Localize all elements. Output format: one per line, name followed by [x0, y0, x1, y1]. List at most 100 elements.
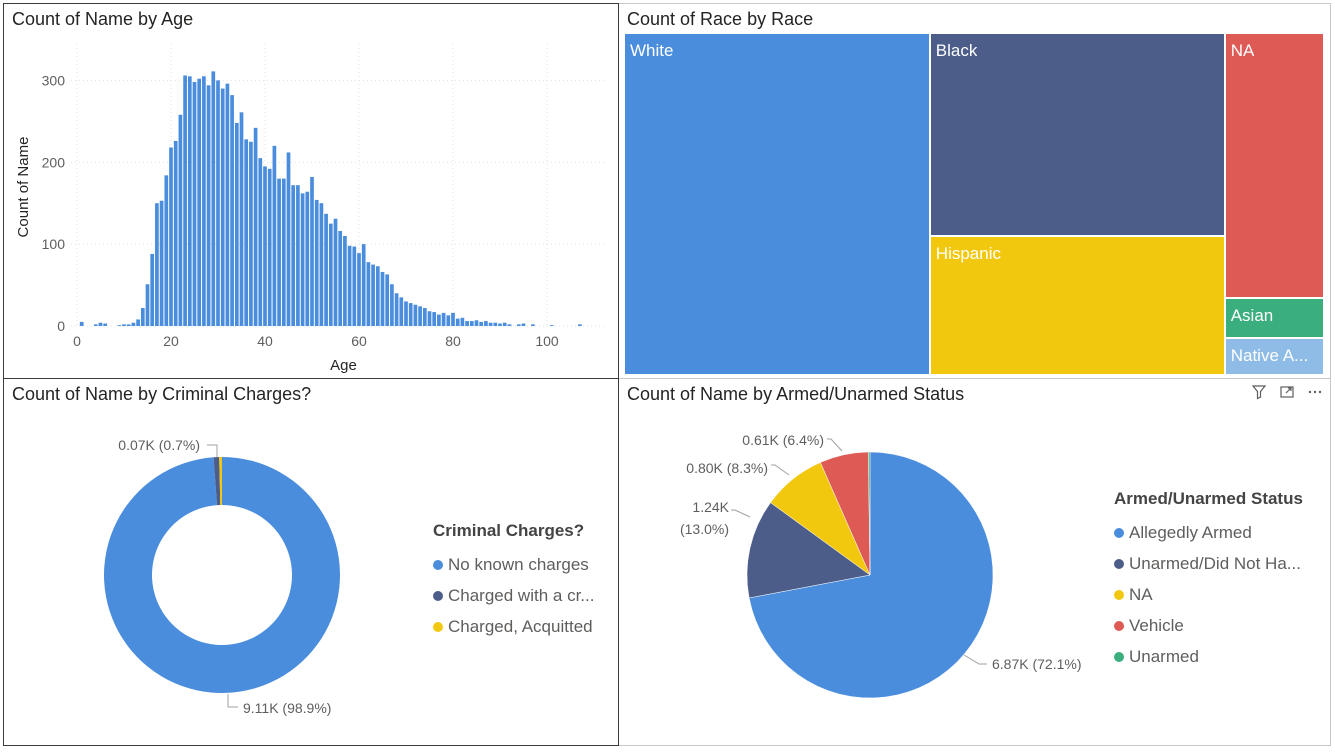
- histogram-bar[interactable]: [493, 322, 498, 326]
- histogram-bar[interactable]: [328, 223, 333, 326]
- histogram-bar[interactable]: [249, 141, 253, 326]
- legend-item-no-known-charges[interactable]: No known charges: [433, 549, 594, 580]
- age-histogram-chart[interactable]: 0 20 40 60 80 100 0 100 200 300 Age Count of Name: [4, 4, 618, 376]
- treemap-tile-white[interactable]: White: [625, 34, 931, 376]
- treemap-tile-asian[interactable]: Asian: [1225, 298, 1325, 339]
- histogram-bar[interactable]: [277, 178, 281, 326]
- histogram-bar[interactable]: [413, 304, 418, 326]
- histogram-bar[interactable]: [549, 325, 554, 326]
- histogram-bar[interactable]: [234, 122, 239, 326]
- donut-slice-charged-acquitted[interactable]: [219, 457, 222, 506]
- histogram-bar[interactable]: [220, 88, 225, 326]
- histogram-bar[interactable]: [258, 158, 263, 326]
- histogram-bar[interactable]: [197, 78, 202, 326]
- histogram-bar[interactable]: [460, 317, 465, 326]
- histogram-bar[interactable]: [375, 266, 380, 326]
- histogram-bar[interactable]: [244, 139, 249, 326]
- histogram-bar[interactable]: [216, 80, 220, 326]
- histogram-bar[interactable]: [347, 245, 352, 326]
- histogram-bar[interactable]: [187, 76, 192, 326]
- pie-slice-unarmed[interactable]: [868, 451, 871, 576]
- focus-mode-icon[interactable]: [1278, 383, 1296, 401]
- treemap-tile-hispanic[interactable]: Hispanic: [930, 236, 1226, 376]
- donut-slice-no-known-charges[interactable]: [104, 457, 340, 693]
- histogram-bar[interactable]: [394, 293, 399, 326]
- histogram-bar[interactable]: [324, 213, 328, 326]
- histogram-bar[interactable]: [291, 185, 296, 326]
- histogram-bar[interactable]: [352, 246, 357, 326]
- histogram-bar[interactable]: [422, 307, 427, 326]
- histogram-bar[interactable]: [202, 76, 206, 326]
- histogram-bar[interactable]: [183, 75, 187, 327]
- histogram-bar[interactable]: [399, 297, 404, 326]
- histogram-bar[interactable]: [253, 127, 258, 326]
- histogram-bar[interactable]: [502, 322, 507, 326]
- pie-slice-unarmed-did-not-ha[interactable]: [746, 502, 871, 599]
- histogram-bar[interactable]: [474, 320, 479, 326]
- histogram-bar[interactable]: [300, 193, 305, 326]
- histogram-bar[interactable]: [465, 321, 469, 326]
- histogram-bar[interactable]: [385, 274, 390, 326]
- histogram-bar[interactable]: [507, 324, 512, 326]
- legend-item-charged-acquitted[interactable]: Charged, Acquitted: [433, 611, 594, 642]
- treemap-tile-black[interactable]: Black: [930, 34, 1226, 237]
- histogram-bar[interactable]: [136, 319, 140, 326]
- histogram-bar[interactable]: [380, 271, 385, 326]
- histogram-bar[interactable]: [150, 253, 155, 326]
- legend-item-unarmed[interactable]: Unarmed: [1114, 641, 1303, 672]
- armed-status-pie-chart[interactable]: 0.61K (6.4%) 0.80K (8.3%) 1.24K (13.0%) 6.87…: [619, 379, 1109, 739]
- criminal-charges-donut-chart[interactable]: 0.07K (0.7%) 9.11K (98.9%): [4, 379, 424, 739]
- histogram-bar[interactable]: [93, 324, 98, 326]
- histogram-bar[interactable]: [267, 168, 272, 326]
- pie-slice-allegedly-armed[interactable]: [748, 451, 994, 699]
- histogram-bar[interactable]: [484, 321, 488, 326]
- histogram-bar[interactable]: [516, 324, 521, 326]
- histogram-bar[interactable]: [79, 321, 84, 326]
- histogram-bar[interactable]: [131, 322, 136, 326]
- race-treemap-chart[interactable]: White Black Hispanic NA Asian Native A...: [625, 34, 1325, 376]
- legend-item-na[interactable]: NA: [1114, 579, 1303, 610]
- criminal-charges-donut-tile[interactable]: Count of Name by Criminal Charges? 0.07K…: [3, 379, 619, 746]
- histogram-bar[interactable]: [371, 264, 375, 326]
- histogram-bar[interactable]: [117, 325, 122, 326]
- histogram-bar[interactable]: [178, 114, 183, 326]
- legend-item-charged-with-crime[interactable]: Charged with a cr...: [433, 580, 594, 611]
- histogram-bar[interactable]: [408, 303, 413, 326]
- histogram-bar[interactable]: [314, 199, 319, 326]
- histogram-bar[interactable]: [333, 218, 338, 326]
- histogram-bar[interactable]: [206, 85, 211, 326]
- race-treemap-tile[interactable]: Count of Race by Race White Black Hispanic…: [619, 3, 1331, 379]
- more-options-icon[interactable]: [1306, 383, 1324, 401]
- histogram-bar[interactable]: [338, 231, 343, 326]
- histogram-bar[interactable]: [531, 324, 535, 326]
- histogram-bar[interactable]: [521, 323, 526, 326]
- histogram-bar[interactable]: [272, 145, 277, 326]
- histogram-bar[interactable]: [469, 321, 474, 326]
- histogram-bar[interactable]: [441, 312, 446, 326]
- histogram-bar[interactable]: [173, 140, 178, 326]
- histogram-bar[interactable]: [192, 82, 197, 326]
- histogram-bar[interactable]: [98, 322, 103, 326]
- histogram-bar[interactable]: [361, 244, 366, 326]
- histogram-bar[interactable]: [578, 324, 582, 326]
- histogram-bar[interactable]: [239, 112, 244, 327]
- histogram-bar[interactable]: [230, 95, 234, 326]
- histogram-bar[interactable]: [310, 176, 314, 326]
- histogram-bar[interactable]: [451, 312, 455, 326]
- filter-icon[interactable]: [1250, 383, 1268, 401]
- histogram-bar[interactable]: [479, 321, 484, 326]
- histogram-bar[interactable]: [263, 166, 267, 326]
- histogram-bar[interactable]: [366, 262, 371, 326]
- treemap-tile-na[interactable]: NA: [1225, 34, 1325, 299]
- histogram-bar[interactable]: [296, 185, 300, 326]
- histogram-bar[interactable]: [140, 307, 145, 326]
- armed-status-pie-tile[interactable]: Count of Name by Armed/Unarmed Status 0.…: [619, 379, 1331, 746]
- histogram-bar[interactable]: [159, 200, 164, 326]
- histogram-bar[interactable]: [145, 284, 150, 326]
- histogram-bar[interactable]: [319, 203, 324, 326]
- treemap-tile-native-a[interactable]: Native A...: [1225, 338, 1325, 376]
- histogram-bar[interactable]: [455, 318, 460, 326]
- histogram-bar[interactable]: [390, 284, 394, 326]
- histogram-bar[interactable]: [427, 311, 432, 326]
- histogram-bar[interactable]: [488, 322, 493, 326]
